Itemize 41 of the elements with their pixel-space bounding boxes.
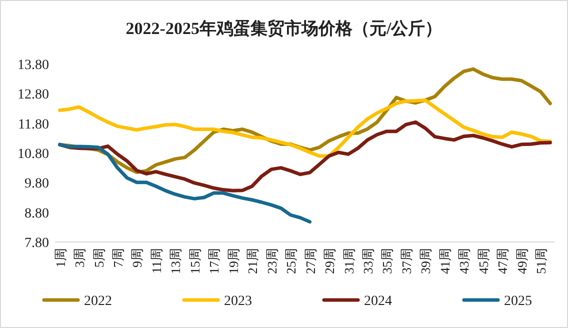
- x-tick-label: 9周: [130, 248, 145, 268]
- y-tick-label: 7.80: [24, 236, 49, 251]
- chart-title: 2022-2025年鸡蛋集贸市场价格（元/公斤）: [126, 19, 442, 38]
- y-tick-label: 11.80: [18, 117, 49, 132]
- x-tick-label: 37周: [398, 248, 414, 274]
- x-tick-label: 43周: [456, 248, 472, 274]
- x-tick-label: 15周: [187, 248, 202, 274]
- legend-label: 2024: [364, 294, 392, 309]
- legend-label: 2022: [84, 294, 112, 309]
- legend-label: 2025: [504, 294, 532, 309]
- x-tick-label: 33周: [360, 248, 376, 274]
- x-tick-label: 49周: [514, 248, 530, 274]
- y-tick-label: 13.80: [18, 58, 49, 73]
- x-tick-label: 11周: [148, 248, 164, 274]
- x-tick-label: 17周: [206, 248, 222, 274]
- x-tick-label: 3周: [72, 248, 88, 268]
- x-tick-label: 51周: [534, 248, 549, 274]
- line-series: [58, 142, 312, 224]
- x-tick-label: 13周: [168, 248, 184, 274]
- x-tick-label: 1周: [52, 248, 68, 268]
- x-tick-label: 21周: [245, 248, 260, 274]
- x-tick-label: 35周: [380, 248, 395, 274]
- y-tick-label: 9.80: [24, 176, 49, 192]
- x-tick-label: 5周: [91, 248, 106, 268]
- x-tick-label: 31周: [341, 248, 356, 274]
- x-tick-label: 39周: [418, 248, 434, 274]
- x-tick-label: 7周: [110, 248, 126, 268]
- legend-label: 2023: [224, 294, 252, 309]
- x-tick-label: 45周: [476, 248, 491, 274]
- x-tick-label: 29周: [322, 248, 338, 274]
- x-tick-label: 27周: [302, 248, 318, 274]
- x-tick-label: 23周: [264, 248, 280, 274]
- line-series: [58, 98, 552, 158]
- y-tick-label: 10.80: [18, 147, 49, 162]
- y-tick-label: 12.80: [18, 88, 49, 103]
- x-tick-label: 19周: [226, 248, 241, 274]
- line-series: [58, 120, 552, 192]
- x-tick-label: 25周: [284, 248, 299, 274]
- x-tick-label: 47周: [495, 248, 510, 274]
- y-tick-label: 8.80: [24, 206, 49, 222]
- x-tick-label: 41周: [437, 248, 452, 274]
